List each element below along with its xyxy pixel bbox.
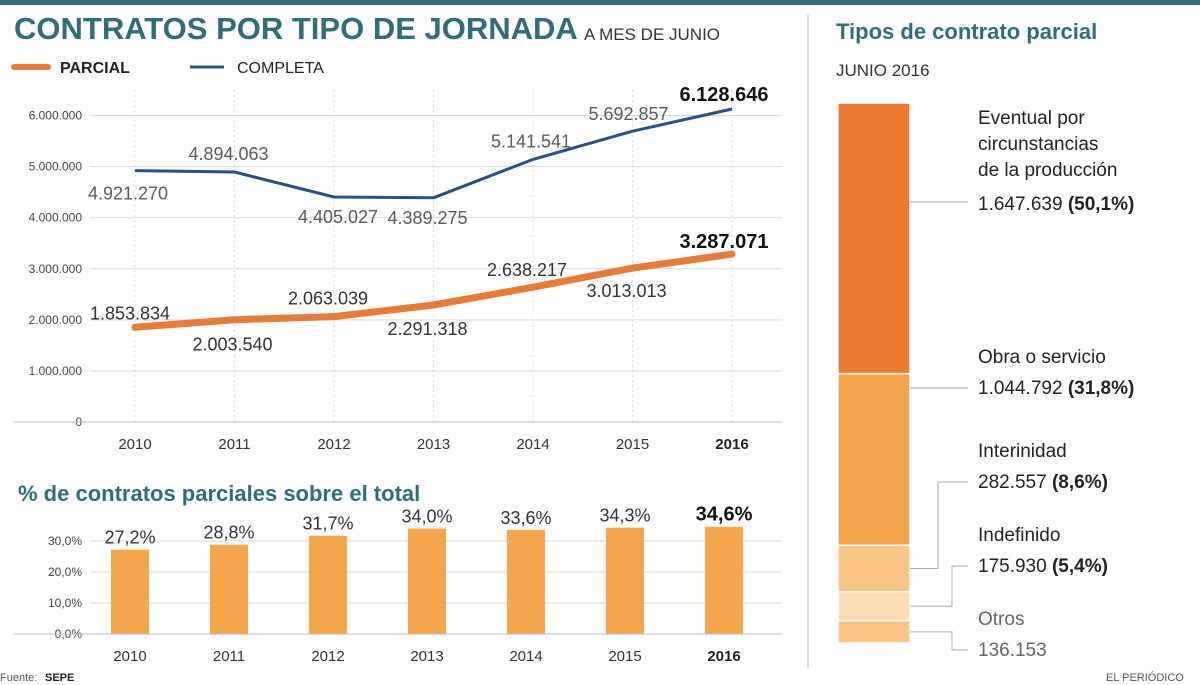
bar-x-tick-label: 2013 [410, 648, 443, 665]
y-tick-label: 4.000.000 [29, 211, 83, 225]
main-title: CONTRATOS POR TIPO DE JORNADA [14, 11, 578, 46]
pct-bar [111, 549, 149, 634]
pct-data-label: 28,8% [203, 523, 254, 543]
y-tick-label: 3.000.000 [29, 262, 83, 276]
pct-bar [210, 544, 248, 634]
pct-data-label: 33,6% [500, 508, 551, 528]
stack-connector-line [910, 631, 968, 651]
pct-data-label: 34,6% [696, 504, 753, 526]
stack-segment [837, 619, 911, 644]
data-label-completa: 6.128.646 [680, 84, 769, 106]
stack-value-label: 136.153 [978, 640, 1047, 661]
data-label-parcial: 3.013.013 [586, 281, 666, 301]
bar-x-tick-label: 2014 [509, 648, 542, 665]
bar-chart: 0,0%10,0%20,0%30,0% 27,2% 28,8% 31,7% 34,0% 3… [14, 504, 782, 665]
data-label-completa: 4.894.063 [188, 144, 268, 164]
data-label-parcial: 2.063.039 [288, 289, 368, 309]
pct-data-label: 27,2% [104, 528, 155, 548]
stack-value-label: 1.647.639 (50,1%) [978, 194, 1134, 215]
stack-category-label: Interinidad [978, 441, 1067, 462]
x-tick-label: 2013 [417, 436, 450, 453]
stack-category-label: Eventual por [978, 108, 1085, 129]
stack-connector-line [910, 481, 968, 570]
pct-bar [606, 527, 644, 634]
stack-segment [837, 590, 911, 622]
data-label-completa: 4.389.275 [387, 208, 467, 228]
y-tick-label: 5.000.000 [29, 160, 83, 174]
data-label-parcial: 2.638.217 [487, 260, 567, 280]
pct-bar [309, 535, 347, 634]
bar-x-tick-label: 2015 [608, 648, 641, 665]
stack-category-label: Obra o servicio [978, 347, 1106, 368]
stack-category-label: de la producción [978, 160, 1117, 181]
bar-y-tick-label: 10,0% [48, 596, 82, 610]
pct-data-label: 34,3% [599, 506, 650, 526]
stack-value-label: 282.557 (8,6%) [978, 472, 1108, 493]
x-tick-label: 2014 [516, 436, 549, 453]
top-accent-bar [0, 0, 1200, 5]
data-label-parcial: 2.291.318 [387, 319, 467, 339]
stack-category-label: Otros [978, 609, 1024, 630]
y-tick-label: 1.000.000 [29, 364, 83, 378]
x-tick-label: 2016 [715, 436, 748, 453]
data-label-completa: 5.692.857 [588, 104, 668, 124]
data-label-completa: 4.405.027 [298, 207, 378, 227]
stack-chart-title: Tipos de contrato parcial [836, 19, 1097, 44]
stack-segment [837, 544, 911, 593]
stack-chart: Eventual por circunstancias de la producci… [837, 102, 1134, 661]
legend-label-completa: COMPLETA [237, 60, 324, 77]
x-tick-label: 2011 [218, 436, 250, 453]
pct-data-label: 31,7% [302, 514, 353, 534]
bar-y-tick-label: 20,0% [48, 565, 82, 579]
main-subtitle: A MES DE JUNIO [584, 25, 720, 44]
pct-bar [705, 526, 743, 634]
bar-y-tick-label: 30,0% [48, 534, 82, 548]
stack-category-label: circunstancias [978, 134, 1098, 155]
bar-x-tick-label: 2012 [311, 648, 344, 665]
series-line-completa [134, 107, 733, 200]
pct-bar [507, 529, 545, 634]
pct-bar [408, 528, 446, 634]
x-tick-label: 2012 [317, 436, 350, 453]
data-label-parcial: 2.003.540 [192, 335, 272, 355]
legend-label-parcial: PARCIAL [60, 60, 130, 77]
stack-connector-line [910, 565, 968, 607]
source-name: SEPE [45, 672, 74, 684]
stack-segment [837, 372, 911, 547]
stack-chart-subtitle: JUNIO 2016 [836, 61, 930, 80]
data-label-completa: 5.141.541 [491, 131, 571, 151]
x-tick-label: 2010 [118, 436, 151, 453]
bar-x-tick-label: 2011 [213, 648, 245, 665]
line-chart: 01.000.0002.000.0003.000.0004.000.0005.0… [14, 84, 782, 453]
bar-x-tick-label: 2016 [707, 648, 740, 665]
stack-value-label: 175.930 (5,4%) [978, 556, 1108, 577]
data-label-completa: 4.921.270 [88, 184, 168, 204]
credit: EL PERIÓDICO [1106, 671, 1184, 684]
y-tick-label: 6.000.000 [29, 109, 83, 123]
data-label-parcial: 1.853.834 [90, 303, 170, 323]
x-tick-label: 2015 [616, 436, 649, 453]
stack-value-label: 1.044.792 (31,8%) [978, 378, 1134, 399]
data-label-parcial: 3.287.071 [680, 231, 769, 253]
stack-segment [837, 102, 911, 375]
pct-data-label: 34,0% [401, 507, 452, 527]
source-prefix: Fuente: [0, 672, 37, 684]
y-tick-label: 2.000.000 [29, 313, 83, 327]
series-line-parcial [131, 250, 736, 331]
bar-chart-title: % de contratos parciales sobre el total [18, 481, 420, 506]
stack-category-label: Indefinido [978, 525, 1060, 546]
bar-x-tick-label: 2010 [113, 648, 146, 665]
